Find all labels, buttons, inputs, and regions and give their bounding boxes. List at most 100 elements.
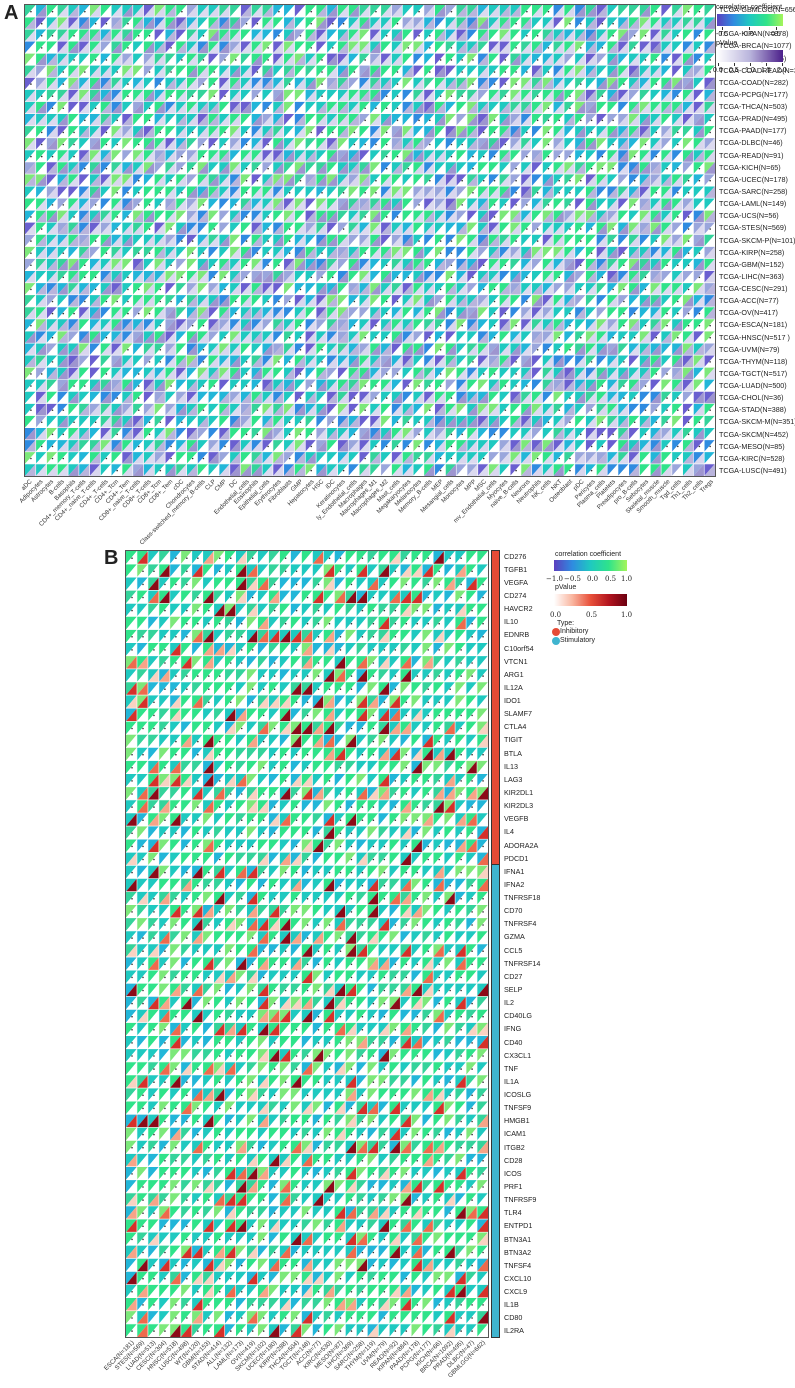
- b-row-label: CD274: [504, 590, 527, 600]
- stimulatory-dot-icon: [552, 637, 560, 645]
- pvalue-tick: 1.0: [745, 67, 755, 74]
- pvalue-tick-b: 0.5: [586, 611, 598, 619]
- a-row-label: TCGA-STAD(N=388): [719, 405, 787, 415]
- b-row-label: CD27: [504, 971, 523, 981]
- b-row-label: IL13: [504, 761, 518, 771]
- a-row-label: TCGA-COADREAD(N=373): [719, 65, 795, 75]
- b-row-label: TNFSF9: [504, 1103, 532, 1113]
- b-row-label: IFNA2: [504, 879, 525, 889]
- b-row-label: IL1B: [504, 1300, 519, 1310]
- a-row-label: TCGA-GBMLGG(N=656): [719, 5, 795, 15]
- pvalue-tick: 0.0: [713, 67, 723, 74]
- a-row-label: TCGA-THYM(N=118): [719, 356, 788, 366]
- pvalue-tick: 1.5: [761, 67, 771, 74]
- a-row-label: TCGA-READ(N=91): [719, 150, 784, 160]
- type-legend-title: Type:: [557, 620, 575, 627]
- a-row-label: TCGA-KICH(N=65): [719, 162, 781, 172]
- a-row-label: TCGA-PAAD(N=177): [719, 126, 787, 136]
- a-row-label: TCGA-LUSC(N=491): [719, 465, 787, 475]
- stimulatory-label: Stimulatory: [560, 637, 596, 644]
- b-row-label: VEGFA: [504, 577, 528, 587]
- b-row-label: IL2RA: [504, 1326, 524, 1336]
- pvalue-tick-b: 0.0: [550, 611, 562, 619]
- b-row-label: CCL5: [504, 945, 523, 955]
- b-row-label: IL10: [504, 617, 518, 627]
- a-row-label: TCGA-LIHC(N=363): [719, 271, 784, 281]
- a-row-label: TCGA-SKCM(N=452): [719, 429, 789, 439]
- b-row-label: ITGB2: [504, 1142, 525, 1152]
- a-row-label: TCGA-DLBC(N=46): [719, 138, 783, 148]
- a-row-label: TCGA-KIRP(N=258): [719, 247, 785, 257]
- b-row-label: IL12A: [504, 682, 523, 692]
- a-row-label: TCGA-COAD(N=282): [719, 77, 789, 87]
- pvalue-colorbar: [717, 50, 783, 62]
- b-row-label: IDO1: [504, 696, 521, 706]
- a-row-label: TCGA-THCA(N=503): [719, 102, 788, 112]
- corr-tick: 0.5: [771, 31, 781, 38]
- b-row-label: EDNRB: [504, 630, 530, 640]
- a-row-label: TCGA-STES(N=569): [719, 223, 787, 233]
- a-row-label: TCGA-UVM(N=79): [719, 344, 780, 354]
- a-row-label: TCGA-UCS(N=56): [719, 211, 779, 221]
- b-row-label: TNFRSF18: [504, 893, 541, 903]
- a-row-label: TCGA-TGCT(N=517): [719, 368, 788, 378]
- b-row-label: ICOS: [504, 1168, 522, 1178]
- b-row-label: CXCL9: [504, 1287, 528, 1297]
- b-row-label: ENTPD1: [504, 1221, 533, 1231]
- a-row-label: TCGA-KIPAN(N=878): [719, 29, 789, 39]
- b-row-label: TNFRSF4: [504, 919, 537, 929]
- b-row-label: BTN3A1: [504, 1234, 532, 1244]
- pvalue-tick-b: 1.0: [621, 611, 633, 619]
- b-row-label: VEGFB: [504, 814, 529, 824]
- b-row-label: BTLA: [504, 748, 522, 758]
- b-row-label: CD80: [504, 1313, 523, 1323]
- a-row-label: TCGA-HNSC(N=517 ): [719, 332, 790, 342]
- corr-tick: 0.0: [744, 31, 754, 38]
- b-row-label: TNFSF4: [504, 1260, 532, 1270]
- b-row-label: CD28: [504, 1155, 523, 1165]
- a-row-label: TCGA-ESCA(N=181): [719, 320, 788, 330]
- b-row-label: CTLA4: [504, 722, 527, 732]
- a-row-label: TCGA-GBM(N=152): [719, 259, 784, 269]
- corr-tick-b: −0.5: [564, 575, 581, 583]
- pvalue-tick: 2.0: [777, 67, 787, 74]
- b-row-label: CD40: [504, 1037, 523, 1047]
- type-annotation-stimulatory: [491, 864, 500, 1338]
- b-row-label: CD70: [504, 906, 523, 916]
- a-row-label: TCGA-SKCM-M(N=351): [719, 417, 795, 427]
- b-row-label: CD40LG: [504, 1011, 532, 1021]
- b-row-label: CXCL10: [504, 1273, 532, 1283]
- a-row-label: TCGA-KIRC(N=528): [719, 453, 785, 463]
- panel-a-letter: A: [4, 2, 19, 24]
- b-row-label: SELP: [504, 984, 523, 994]
- b-row-label: IL4: [504, 827, 514, 837]
- b-row-label: IL2: [504, 998, 514, 1008]
- b-row-label: CD276: [504, 551, 527, 561]
- a-row-label: TCGA-LAML(N=149): [719, 199, 787, 209]
- b-row-label: IFNG: [504, 1024, 522, 1034]
- a-row-label: TCGA-CHOL(N=36): [719, 393, 784, 403]
- a-row-label: TCGA-PCPG(N=177): [719, 89, 788, 99]
- pvalue-legend-title-b: pValue: [555, 584, 577, 591]
- corr-colorbar-b: [554, 560, 627, 571]
- a-row-label: TCGA-LUAD(N=500): [719, 381, 787, 391]
- corr-tick-b: 0.0: [587, 575, 599, 583]
- inhibitory-dot-icon: [552, 628, 560, 636]
- b-row-label: GZMA: [504, 932, 525, 942]
- a-row-label: TCGA-BRCA(N=1077): [719, 41, 792, 51]
- b-row-label: LAG3: [504, 774, 523, 784]
- b-row-label: BTN3A2: [504, 1247, 532, 1257]
- pvalue-tick: 0.5: [729, 67, 739, 74]
- b-row-label: IFNA1: [504, 866, 525, 876]
- corr-tick-b: −1.0: [546, 575, 563, 583]
- b-row-label: VTCN1: [504, 656, 528, 666]
- a-row-label: TCGA-MESO(N=85): [719, 441, 785, 451]
- corr-tick: -0.5: [716, 31, 729, 38]
- inhibitory-label: Inhibitory: [560, 628, 589, 635]
- a-row-label: TCGA-SKCM-P(N=101): [719, 235, 795, 245]
- b-row-label: ICAM1: [504, 1129, 526, 1139]
- pvalue-colorbar-b: [554, 594, 627, 606]
- corr-legend-title-b: correlation coefficient: [555, 551, 622, 558]
- b-row-label: TIGIT: [504, 735, 523, 745]
- a-row-label: TCGA-PRAD(N=495): [719, 114, 788, 124]
